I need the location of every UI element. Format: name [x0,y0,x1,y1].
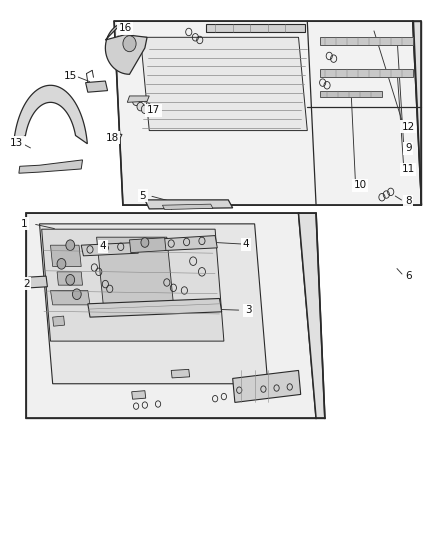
Text: 4: 4 [242,239,249,249]
Text: 9: 9 [404,143,411,153]
Polygon shape [320,91,381,97]
Polygon shape [105,23,147,74]
Polygon shape [320,69,412,77]
Polygon shape [232,370,300,402]
Circle shape [132,97,139,106]
Polygon shape [127,96,149,102]
Text: 8: 8 [404,197,411,206]
Text: 16: 16 [118,23,131,33]
Polygon shape [145,200,232,209]
Polygon shape [39,224,267,384]
Polygon shape [140,37,307,131]
Polygon shape [19,160,82,173]
Circle shape [123,36,136,52]
Polygon shape [162,204,212,209]
Polygon shape [53,316,64,326]
Polygon shape [85,81,107,92]
Text: 3: 3 [244,305,251,315]
Text: 2: 2 [23,279,30,288]
Circle shape [141,238,148,247]
Text: 5: 5 [139,191,146,200]
Polygon shape [26,213,315,418]
Text: 6: 6 [404,271,411,281]
Polygon shape [171,369,189,378]
Text: 4: 4 [99,241,106,251]
Polygon shape [162,236,217,251]
Polygon shape [14,85,87,144]
Polygon shape [96,237,173,304]
Polygon shape [114,21,420,205]
Polygon shape [57,272,82,285]
Polygon shape [28,276,47,288]
Circle shape [141,105,148,114]
Polygon shape [131,391,145,399]
Circle shape [66,274,74,285]
Polygon shape [412,21,420,205]
Polygon shape [129,238,166,253]
Polygon shape [298,213,324,418]
Text: 15: 15 [64,71,77,80]
Text: 13: 13 [10,138,23,148]
Circle shape [66,240,74,251]
Text: 18: 18 [105,133,118,142]
Polygon shape [50,245,81,266]
Text: 10: 10 [353,181,366,190]
Polygon shape [110,134,122,140]
Circle shape [137,102,144,111]
Text: 17: 17 [147,106,160,115]
Polygon shape [320,37,412,45]
Polygon shape [88,298,221,317]
Polygon shape [206,24,304,32]
Text: 1: 1 [21,219,28,229]
Polygon shape [81,243,138,256]
Text: 11: 11 [401,165,414,174]
Text: 12: 12 [401,122,414,132]
Circle shape [57,259,66,269]
Polygon shape [42,229,223,341]
Polygon shape [50,290,90,305]
Circle shape [72,289,81,300]
